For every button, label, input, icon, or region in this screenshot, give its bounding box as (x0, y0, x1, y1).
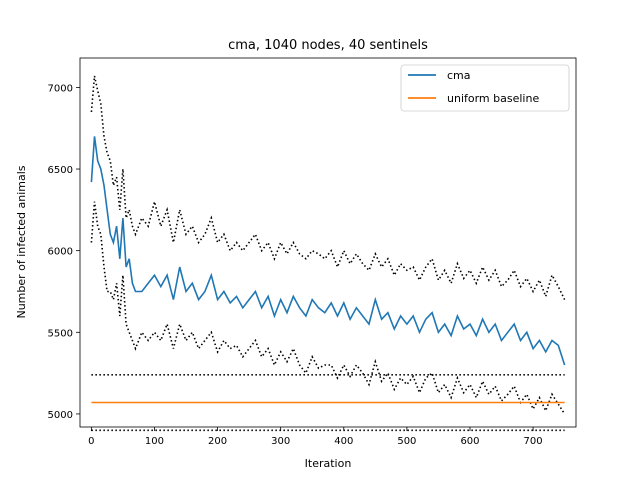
y-axis-title: Number of infected animals (15, 165, 28, 318)
x-tick-label: 600 (460, 436, 479, 447)
x-tick-label: 300 (271, 436, 290, 447)
x-tick-label: 200 (208, 436, 227, 447)
x-tick-label: 500 (397, 436, 416, 447)
x-axis-title: Iteration (305, 457, 352, 470)
y-tick-label: 5500 (48, 328, 73, 339)
y-tick-label: 7000 (48, 83, 73, 94)
y-tick-label: 6000 (48, 247, 73, 258)
axes-frame (79, 57, 577, 428)
y-tick-label: 5000 (48, 410, 73, 421)
series-cma (90, 136, 566, 366)
x-tick-label: 700 (524, 436, 543, 447)
plot-area (90, 75, 566, 432)
chart-title: cma, 1040 nodes, 40 sentinels (228, 38, 428, 53)
legend-label-uniform-baseline: uniform baseline (447, 92, 539, 105)
legend-box (400, 64, 570, 112)
series-bound-2 (90, 75, 566, 300)
x-axis: 0 100 200 300 400 500 600 700 (88, 427, 543, 447)
legend: cma uniform baseline (400, 64, 570, 112)
x-tick-label: 400 (334, 436, 353, 447)
x-tick-label: 0 (88, 436, 94, 447)
legend-label-cma: cma (447, 69, 471, 82)
y-axis: 5000 5500 6000 6500 7000 (48, 83, 80, 421)
x-tick-label: 100 (145, 436, 164, 447)
y-tick-label: 6500 (48, 165, 73, 176)
